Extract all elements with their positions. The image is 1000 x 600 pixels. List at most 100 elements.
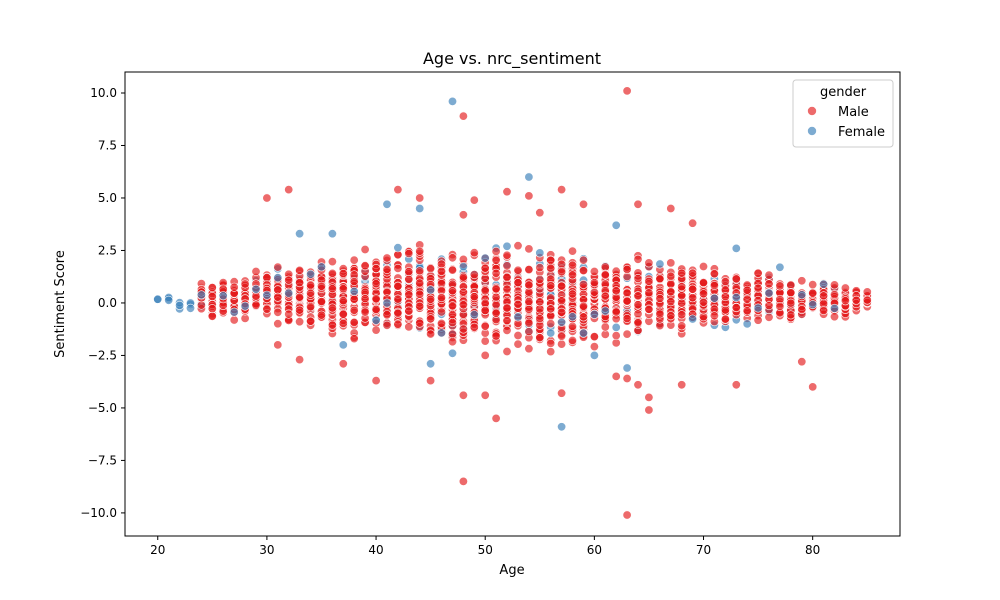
- male-point: [393, 294, 403, 304]
- male-point: [524, 344, 534, 354]
- male-point: [720, 314, 730, 324]
- male-point: [786, 288, 796, 298]
- male-outlier-point: [688, 218, 698, 228]
- male-point: [436, 266, 446, 276]
- male-point: [404, 306, 414, 316]
- male-point: [535, 333, 545, 343]
- male-point: [491, 246, 501, 256]
- male-point: [349, 276, 359, 286]
- male-point: [633, 273, 643, 283]
- male-point: [436, 293, 446, 303]
- chart-title: Age vs. nrc_sentiment: [423, 49, 601, 69]
- male-point: [469, 248, 479, 258]
- male-point: [557, 281, 567, 291]
- male-point: [480, 336, 490, 346]
- female-point: [709, 293, 719, 303]
- male-point: [273, 292, 283, 302]
- male-point: [436, 318, 446, 328]
- male-point: [600, 322, 610, 332]
- female-point: [186, 303, 196, 313]
- male-point: [655, 293, 665, 303]
- male-point: [546, 338, 556, 348]
- male-point: [513, 241, 523, 251]
- male-point: [316, 297, 326, 307]
- x-tick-label: 30: [259, 543, 274, 557]
- male-point: [207, 291, 217, 301]
- male-point: [524, 297, 534, 307]
- male-point: [360, 307, 370, 317]
- male-point: [491, 284, 501, 294]
- male-point: [546, 319, 556, 329]
- female-outlier-point: [295, 229, 305, 239]
- male-point: [338, 268, 348, 278]
- female-point: [742, 319, 752, 329]
- male-point: [273, 262, 283, 272]
- male-point: [851, 295, 861, 305]
- female-point: [557, 317, 567, 327]
- male-point: [829, 280, 839, 290]
- male-point: [742, 285, 752, 295]
- female-outlier-point: [622, 363, 632, 373]
- female-point: [819, 279, 829, 289]
- female-point: [480, 253, 490, 263]
- male-point: [742, 306, 752, 316]
- male-outlier-point: [393, 185, 403, 195]
- male-point: [819, 305, 829, 315]
- male-point: [371, 325, 381, 335]
- male-point: [447, 286, 457, 296]
- male-point: [240, 279, 250, 289]
- male-point: [404, 267, 414, 277]
- male-point: [349, 334, 359, 344]
- male-point: [742, 294, 752, 304]
- male-point: [720, 277, 730, 287]
- male-point: [633, 291, 643, 301]
- male-point: [371, 263, 381, 273]
- male-point: [589, 332, 599, 342]
- male-point: [808, 280, 818, 290]
- male-point: [295, 265, 305, 275]
- male-point: [502, 272, 512, 282]
- male-point: [698, 278, 708, 288]
- male-point: [567, 289, 577, 299]
- y-tick-label: −10.0: [80, 506, 117, 520]
- male-point: [589, 287, 599, 297]
- male-point: [567, 321, 577, 331]
- male-point: [557, 331, 567, 341]
- male-point: [349, 305, 359, 315]
- male-point: [382, 320, 392, 330]
- male-point: [578, 255, 588, 265]
- male-outlier-point: [469, 195, 479, 205]
- male-outlier-point: [295, 355, 305, 365]
- male-point: [295, 305, 305, 315]
- female-point: [502, 241, 512, 251]
- male-point: [633, 254, 643, 264]
- female-point: [229, 307, 239, 317]
- female-point: [567, 312, 577, 322]
- male-point: [622, 313, 632, 323]
- male-point: [709, 269, 719, 279]
- male-point: [524, 280, 534, 290]
- male-point: [513, 278, 523, 288]
- x-tick-label: 50: [478, 543, 493, 557]
- female-point: [655, 259, 665, 269]
- male-point: [524, 304, 534, 314]
- male-point: [273, 307, 283, 317]
- y-tick-label: 5.0: [98, 191, 117, 205]
- male-point: [338, 284, 348, 294]
- male-point: [513, 330, 523, 340]
- male-point: [426, 294, 436, 304]
- male-point: [480, 350, 490, 360]
- male-point: [502, 325, 512, 335]
- male-point: [458, 287, 468, 297]
- female-outlier-point: [327, 229, 337, 239]
- male-point: [426, 264, 436, 274]
- male-point: [327, 257, 337, 267]
- male-point: [393, 281, 403, 291]
- male-point: [415, 266, 425, 276]
- male-point: [349, 317, 359, 327]
- male-point: [480, 286, 490, 296]
- female-outlier-point: [426, 359, 436, 369]
- male-outlier-point: [666, 204, 676, 214]
- male-point: [469, 270, 479, 280]
- male-point: [447, 301, 457, 311]
